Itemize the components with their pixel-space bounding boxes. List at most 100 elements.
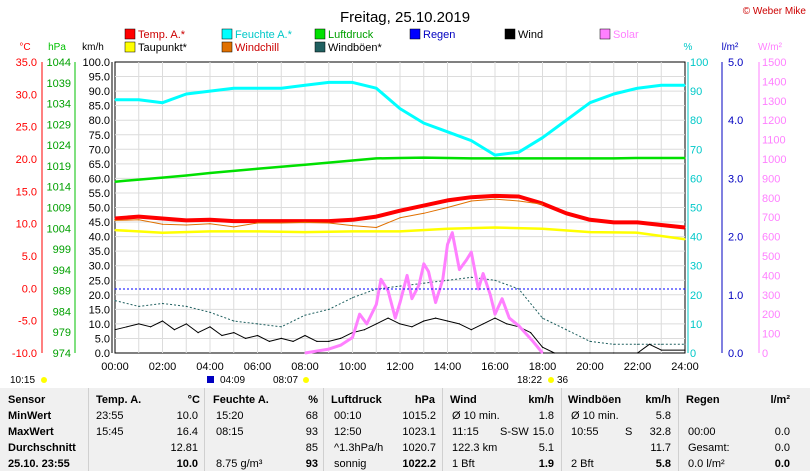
temp-tick-label: 30.0 [16, 89, 37, 101]
x-tick-label: 02:00 [149, 361, 177, 373]
wind-tick-label: 10.0 [89, 319, 110, 331]
header-humidity-unit: % [308, 394, 318, 406]
legend-label: Windböen* [328, 42, 383, 54]
header-pressure-unit: hPa [414, 394, 435, 406]
pressure-time: 12:50 [334, 426, 362, 438]
data-point [221, 334, 223, 337]
humidity-tick-label: 0 [690, 348, 696, 360]
data-point [375, 216, 377, 218]
column-separator [561, 388, 562, 471]
x-tick-label: 00:00 [101, 361, 129, 373]
legend-label: Windchill [235, 42, 279, 54]
axis-units: °C hPa km/h% l/m² W/m² [19, 42, 782, 53]
data-point [477, 288, 479, 290]
data-point [446, 228, 449, 230]
axis-unit-pressure: hPa [48, 42, 66, 53]
data-point [161, 102, 164, 104]
data-point [233, 87, 235, 89]
header-pressure: Luftdruck [331, 394, 382, 406]
data-point [359, 313, 361, 315]
solar-tick-label: 200 [762, 309, 780, 321]
legend-swatch [124, 41, 136, 53]
data-point [565, 157, 567, 159]
data-point [613, 343, 615, 345]
sun-icon [41, 377, 47, 383]
pressure-tick-label: 1034 [47, 99, 71, 111]
pressure-tick-label: 1029 [47, 119, 71, 131]
data-point [589, 352, 591, 354]
data-point [494, 195, 496, 197]
data-point [518, 200, 520, 202]
x-tick-label: 08:00 [291, 361, 319, 373]
x-tick-label: 20:00 [576, 361, 604, 373]
solar-tick-label: 600 [762, 232, 780, 244]
humidity-tick-label: 40 [690, 232, 702, 244]
data-point [114, 217, 116, 220]
wind-tick-label: 85.0 [89, 101, 110, 113]
x-tick-label: 24:00 [671, 361, 699, 373]
pressure-tick-label: 1039 [47, 78, 71, 90]
row-label: Durchschnitt [8, 442, 76, 454]
row-label: MaxWert [8, 426, 54, 438]
data-point [114, 219, 116, 221]
data-point [423, 263, 425, 265]
solar-tick-label: 900 [762, 173, 780, 185]
data-point [375, 157, 377, 159]
weather-chart: Freitag, 25.10.2019 © Weber Mike Temp. A… [10, 6, 807, 386]
data-point [541, 317, 544, 319]
wind-tick-label: 30.0 [89, 261, 110, 273]
data-point [660, 157, 662, 159]
data-point [684, 84, 686, 86]
wind-tick-label: 60.0 [89, 173, 110, 185]
temp-value: 10.0 [176, 410, 198, 422]
data-point [660, 224, 662, 226]
gust-value: 5.8 [655, 410, 671, 422]
rain-value: 0.0 [774, 442, 790, 454]
data-point [185, 174, 187, 177]
data-point [351, 225, 354, 227]
temp-tick-label: 25.0 [16, 122, 37, 134]
data-point [451, 232, 453, 234]
data-point [565, 119, 567, 121]
data-point [446, 199, 449, 201]
data-point [565, 329, 567, 331]
data-point [328, 222, 330, 224]
wind-value: 1.9 [538, 458, 554, 470]
gust-time: Ø 10 min. [571, 410, 619, 422]
data-point [138, 99, 140, 101]
temp-tick-label: -10.0 [12, 348, 37, 360]
data-point [399, 323, 401, 325]
x-tick-label: 06:00 [244, 361, 272, 373]
temp-tick-label: 0.0 [22, 283, 37, 295]
data-point [340, 337, 342, 339]
pressure-tick-label: 989 [53, 286, 71, 298]
pressure-tick-label: 974 [53, 348, 71, 360]
data-point [233, 220, 235, 222]
humidity-tick-label: 10 [690, 319, 702, 331]
legend-label: Luftdruck [328, 29, 374, 41]
data-point [446, 243, 449, 245]
legend-swatch [221, 28, 233, 40]
sunrise-time-label: 10:15 [10, 375, 35, 386]
legend-label: Wind [518, 29, 543, 41]
data-point [114, 229, 116, 231]
data-point [565, 212, 567, 214]
data-point [482, 323, 484, 325]
wind-tick-label: 70.0 [89, 144, 110, 156]
data-point [161, 320, 164, 322]
temp-tick-label: 10.0 [16, 219, 37, 231]
data-point [328, 308, 330, 310]
data-point [589, 219, 591, 221]
wind-tick-label: 25.0 [89, 275, 110, 287]
legend-swatch [314, 28, 326, 40]
pressure-tick-label: 999 [53, 244, 71, 256]
data-point [394, 317, 396, 319]
data-point [435, 302, 437, 304]
data-point [351, 336, 354, 339]
data-point [280, 337, 282, 339]
solar-tick-label: 1300 [762, 96, 786, 108]
data-point [411, 326, 413, 328]
data-point [126, 326, 128, 328]
data-point [589, 340, 591, 342]
temp-tick-label: 35.0 [16, 57, 37, 69]
